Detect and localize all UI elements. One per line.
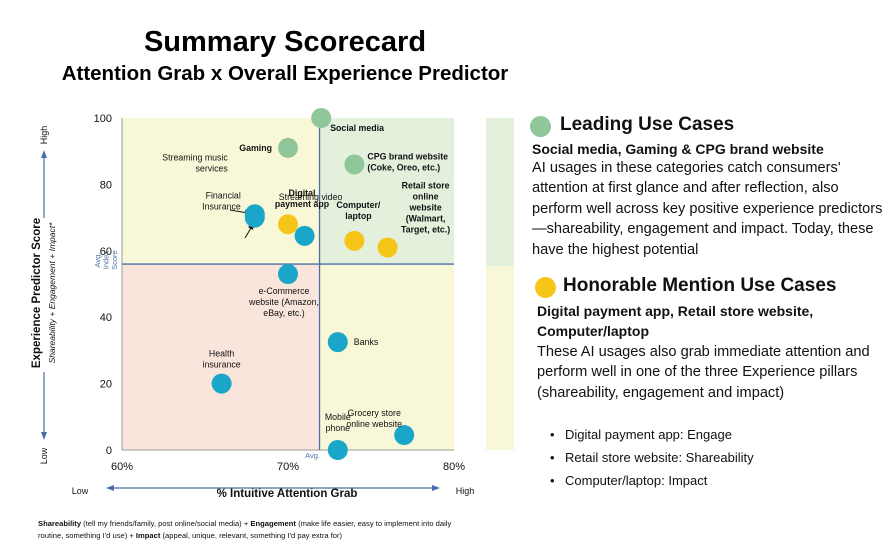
x-tick-label: 70% (277, 461, 299, 473)
y-arrow-bottom-head (41, 432, 47, 440)
x-low-label: Low (72, 486, 89, 496)
honorable-bullet: Digital payment app: Engage (550, 423, 754, 446)
honorable-bullet: Retail store website: Shareability (550, 446, 754, 469)
honorable-subheading: Digital payment app, Retail store websit… (537, 303, 814, 339)
point-label: Social media (330, 123, 384, 133)
point-label: laptop (345, 211, 372, 221)
point-label: website (Amazon, (248, 297, 319, 307)
data-point (311, 108, 332, 128)
data-point (278, 264, 298, 285)
point-label: Insurance (202, 202, 241, 212)
leader-financial-insurance (244, 227, 252, 239)
x-tick-label: 60% (111, 461, 133, 473)
x-tick-label: 80% (443, 461, 465, 473)
y-arrow-top-head (41, 150, 47, 158)
point-label: Grocery store (348, 408, 401, 418)
page-title: Summary Scorecard (143, 26, 427, 58)
honorable-bullet: Computer/laptop: Impact (550, 469, 754, 492)
point-label: eBay, etc.) (263, 308, 304, 318)
point-label: e-Commerce (259, 286, 310, 296)
point-label: (Walmart, (406, 213, 446, 223)
point-label: website (408, 202, 441, 212)
point-label: Target, etc.) (401, 224, 450, 234)
point-label: Streaming music (162, 152, 228, 162)
data-point (327, 440, 348, 460)
point-label: phone (326, 423, 351, 433)
data-point (377, 237, 398, 258)
avg-score-label: Index (102, 251, 111, 270)
footnote-impact-text: (appeal, unique, relevant, something I'd… (160, 530, 343, 540)
data-point (278, 214, 298, 235)
leading-heading: Leading Use Cases (560, 114, 735, 135)
point-label: services (196, 163, 229, 173)
avg-score-label: Avg. (93, 253, 102, 268)
y-low-label: Low (39, 447, 49, 464)
avg-score-label: Score (110, 250, 119, 270)
honorable-legend-dot (535, 277, 556, 298)
point-label: Banks (354, 337, 379, 347)
data-point (344, 154, 365, 175)
honorable-bullet-list: Digital payment app: Engage Retail store… (550, 423, 754, 492)
leading-legend-dot (530, 116, 551, 137)
y-tick-label: 0 (106, 445, 112, 457)
legend-band-honorable (486, 266, 514, 450)
legend-band-leading (486, 118, 514, 266)
y-axis-title: Experience Predictor Score (31, 218, 43, 368)
data-point (244, 207, 265, 228)
footnote-shareability-text: (tell my friends/family, post online/soc… (81, 519, 251, 528)
point-label: online (413, 191, 439, 201)
footnote-engagement-label: Engagement (250, 519, 296, 528)
point-label: Health (209, 349, 235, 359)
point-label: Gaming (239, 143, 272, 153)
data-point (211, 373, 232, 394)
point-label: CPG brand website (367, 151, 448, 161)
leading-subheading: Social media, Gaming & CPG brand website (532, 141, 824, 157)
x-high-label: High (456, 486, 475, 496)
point-label: Digital (289, 188, 316, 198)
x-arrow-left-head (106, 485, 114, 491)
footnote-impact-label: Impact (135, 530, 161, 540)
y-tick-label: 60 (100, 246, 112, 258)
quadrant-bottom-right (319, 264, 454, 450)
leading-body: AI usages in these categories catch cons… (532, 160, 883, 258)
y-high-label: High (39, 126, 49, 145)
footnote: Shareability (tell my friends/family, po… (38, 518, 468, 541)
honorable-heading: Honorable Mention Use Cases (563, 275, 837, 296)
y-axis-subtitle: Shareability + Engagement + Impact* (47, 222, 57, 363)
point-label: online website (346, 419, 402, 429)
footnote-engagement-text: (make life easier, easy to implement int… (38, 519, 452, 540)
point-label: Streaming video (279, 192, 343, 202)
data-point (344, 230, 365, 251)
point-label: insurance (203, 360, 241, 370)
data-point (294, 225, 315, 246)
point-label: (Coke, Oreo, etc.) (367, 162, 440, 172)
x-arrow-right-head (432, 485, 440, 491)
point-label: Financial (206, 191, 241, 201)
quadrant-bottom-left (122, 264, 320, 450)
y-tick-label: 20 (100, 379, 112, 391)
x-axis-title: % Intuitive Attention Grab (217, 488, 358, 500)
data-point (278, 137, 298, 158)
point-label: Computer/ (336, 200, 381, 210)
data-point (394, 425, 415, 446)
point-label: Mobile (325, 412, 351, 422)
data-point (327, 332, 348, 353)
page-subtitle: Attention Grab x Overall Experience Pred… (61, 62, 509, 85)
point-label: payment app (275, 199, 330, 209)
footnote-shareability-label: Shareability (38, 519, 82, 528)
y-tick-label: 40 (100, 312, 112, 324)
y-tick-label: 80 (100, 179, 112, 191)
y-tick-label: 100 (94, 113, 112, 125)
honorable-body: These AI usages also grab immediate atte… (537, 344, 870, 401)
point-label: Retail store (402, 180, 450, 190)
avg-attention-label: Avg. (305, 451, 320, 460)
